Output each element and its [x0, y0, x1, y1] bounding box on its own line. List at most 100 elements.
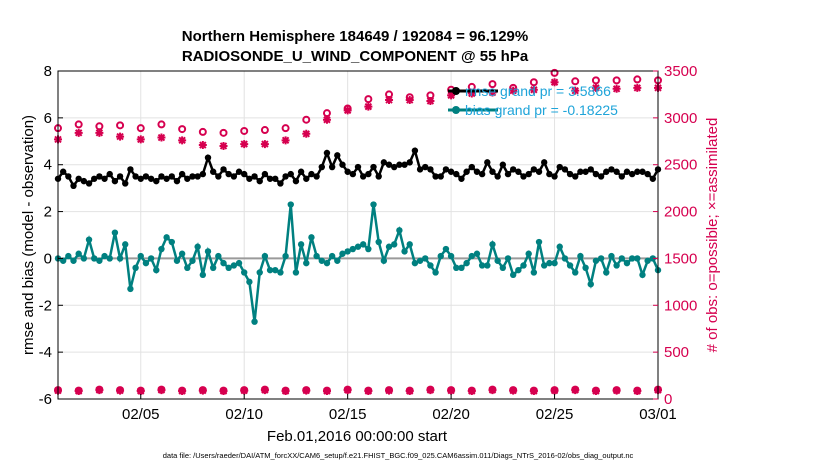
bias-point-111 — [628, 255, 636, 262]
rmse-point-80 — [468, 163, 475, 171]
assimilated-marker-20 — [467, 89, 476, 98]
rmse-point-95 — [546, 170, 553, 178]
rmse-point-66 — [396, 161, 403, 168]
assimilated_bottom-marker-16 — [385, 386, 394, 395]
bias-point-27 — [194, 243, 201, 250]
bias-point-95 — [546, 259, 553, 267]
x-axis-ticks: 02/05 02/10 02/15 02/20 02/25 03/01 — [122, 394, 677, 423]
assimilated-marker-6 — [178, 136, 187, 145]
rmse-point-37 — [246, 175, 253, 182]
bias-point-34 — [230, 262, 238, 269]
bias-point-84 — [489, 241, 496, 248]
x-tick-label-4: 02/25 — [536, 406, 574, 423]
bias-point-47 — [297, 241, 305, 248]
series-lines — [54, 146, 662, 325]
rmse-point-54 — [334, 152, 341, 159]
assimilated-marker-18 — [426, 96, 435, 105]
rmse-point-69 — [411, 147, 419, 154]
assimilated-marker-13 — [322, 115, 331, 124]
bias-point-89 — [515, 266, 522, 274]
assimilated_bottom-marker-14 — [343, 386, 352, 395]
rmse-point-110 — [623, 168, 631, 175]
rmse-point-55 — [339, 161, 346, 168]
assimilated_bottom-marker-17 — [405, 387, 414, 396]
rmse-point-24 — [178, 170, 186, 178]
possible-marker-8 — [219, 128, 228, 137]
rmse-point-40 — [261, 170, 269, 178]
bias-point-36 — [241, 269, 248, 276]
rmse-point-9 — [101, 175, 108, 182]
y-left-tick-label-7: 8 — [44, 63, 52, 80]
rmse-point-81 — [473, 168, 481, 175]
possible-marker-4 — [136, 124, 145, 133]
rmse-point-29 — [204, 154, 212, 161]
x-tick-label-2: 02/15 — [329, 406, 367, 423]
rmse-point-114 — [644, 170, 651, 178]
bias-point-78 — [458, 264, 465, 271]
assimilated-marker-17 — [405, 96, 414, 105]
rmse-point-14 — [127, 166, 134, 173]
possible-marker-11 — [281, 124, 290, 133]
rmse-point-12 — [116, 173, 124, 180]
rmse-point-47 — [297, 168, 305, 175]
rmse-point-96 — [551, 173, 558, 180]
assimilated_bottom-marker-10 — [260, 386, 269, 395]
bias-point-85 — [494, 257, 501, 264]
possible-marker-7 — [198, 127, 207, 136]
bias-point-13 — [122, 241, 129, 248]
bias-point-66 — [396, 227, 403, 234]
rmse-point-50 — [313, 173, 320, 180]
y-left-tick-label-0: -6 — [39, 391, 52, 408]
rmse-point-64 — [385, 161, 393, 168]
rmse-point-35 — [235, 168, 243, 175]
rmse-point-58 — [354, 163, 362, 171]
bias-point-44 — [282, 252, 289, 260]
assimilated-marker-25 — [571, 86, 580, 95]
rmse-point-113 — [639, 168, 646, 175]
x-tick-label-3: 02/20 — [432, 406, 470, 423]
bias-point-28 — [199, 271, 207, 279]
rmse-point-6 — [85, 180, 93, 187]
rmse-point-8 — [96, 173, 103, 180]
assimilated_bottom-marker-12 — [302, 386, 311, 395]
plot-background — [58, 71, 658, 399]
bias-point-52 — [323, 259, 331, 267]
rmse-point-21 — [163, 175, 170, 182]
bias-point-45 — [287, 201, 294, 208]
rmse-point-73 — [432, 173, 439, 180]
bias-point-29 — [204, 248, 212, 255]
legend: rmse grand pr = 3.5866 bias grand pr = -… — [448, 83, 618, 118]
assimilated_bottom-marker-28 — [633, 387, 642, 396]
rmse-point-61 — [370, 163, 377, 171]
rmse-point-74 — [437, 173, 444, 180]
y-right-tick-label-7: 3500 — [664, 63, 697, 80]
assimilated-marker-19 — [447, 91, 456, 100]
assimilated_bottom-marker-18 — [426, 386, 435, 395]
rmse-point-36 — [241, 170, 248, 178]
bias-point-56 — [344, 248, 351, 255]
x-tick-label-1: 02/10 — [225, 406, 263, 423]
rmse-point-18 — [147, 175, 155, 182]
bias-point-67 — [401, 248, 408, 255]
rmse-point-93 — [535, 168, 543, 175]
rmse-point-23 — [173, 177, 181, 185]
rmse-point-22 — [168, 173, 175, 180]
assimilated_bottom-marker-19 — [447, 386, 456, 395]
bias-point-49 — [308, 234, 315, 241]
y-left-tick-label-5: 4 — [44, 157, 52, 174]
rmse-point-107 — [608, 166, 615, 173]
bias-point-114 — [644, 257, 651, 264]
assimilated_bottom-marker-15 — [364, 387, 373, 396]
legend-rmse-marker — [452, 87, 460, 95]
x-tick-label-0: 02/05 — [122, 406, 160, 423]
bias-point-102 — [582, 264, 589, 271]
x-axis-label: Feb.01,2016 00:00:00 start — [267, 428, 448, 445]
rmse-point-105 — [597, 173, 605, 180]
bias-point-3 — [70, 257, 77, 264]
bias-point-81 — [473, 250, 481, 257]
rmse-point-25 — [184, 175, 191, 182]
rmse-point-4 — [75, 175, 82, 182]
rmse-point-63 — [380, 159, 388, 166]
assimilated_bottom-marker-26 — [591, 387, 600, 396]
